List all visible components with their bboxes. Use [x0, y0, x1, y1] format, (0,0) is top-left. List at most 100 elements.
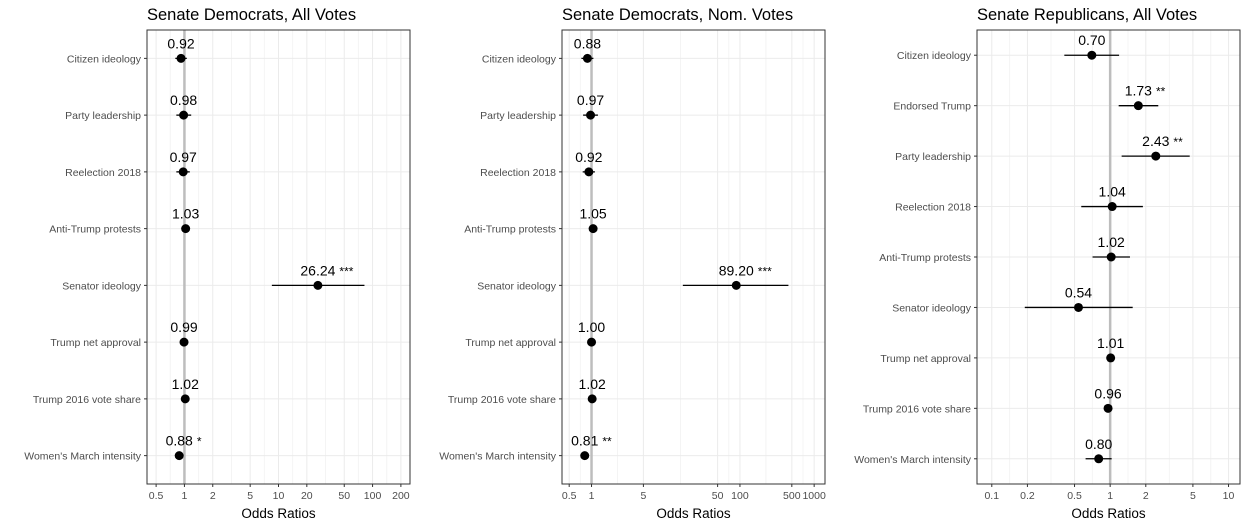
category-label-reelection-2018: Reelection 2018 — [480, 167, 556, 179]
data-label-trump-net-approval: 1.01 — [1097, 335, 1124, 351]
data-label-trump-2016-vote-share: 1.02 — [579, 376, 606, 392]
significance-stars: ** — [602, 435, 612, 449]
data-value: 2.43 — [1142, 133, 1169, 149]
point-party-leadership — [179, 110, 189, 120]
data-value: 0.96 — [1094, 385, 1121, 401]
data-value: 89.20 — [719, 262, 754, 278]
category-label-reelection-2018: Reelection 2018 — [895, 202, 971, 214]
data-label-citizen-ideology: 0.70 — [1078, 32, 1105, 48]
point-senator-ideology — [731, 280, 741, 290]
x-tick-label: 20 — [301, 490, 313, 502]
point-party-leadership — [586, 110, 596, 120]
category-label-trump-2016-vote-share: Trump 2016 vote share — [33, 394, 141, 406]
data-label-women-s-march-intensity: 0.80 — [1085, 436, 1112, 452]
x-tick-label: 100 — [364, 490, 382, 502]
x-tick-label: 500 — [783, 490, 801, 502]
x-tick-label: 1 — [182, 490, 188, 502]
data-label-citizen-ideology: 0.92 — [167, 35, 194, 51]
category-label-trump-2016-vote-share: Trump 2016 vote share — [863, 403, 971, 415]
data-label-party-leadership: 0.98 — [170, 92, 197, 108]
x-tick-label: 1 — [589, 490, 595, 502]
significance-stars: ** — [1173, 135, 1183, 149]
point-trump-net-approval — [179, 337, 189, 347]
data-value: 1.03 — [172, 206, 199, 222]
category-label-senator-ideology: Senator ideology — [62, 280, 142, 292]
point-citizen-ideology — [1087, 50, 1097, 60]
point-reelection-2018 — [178, 167, 188, 177]
data-label-party-leadership: 2.43 ** — [1142, 133, 1183, 149]
x-tick-label: 0.5 — [1067, 490, 1082, 502]
x-tick-label: 10 — [1223, 490, 1235, 502]
data-label-party-leadership: 0.97 — [577, 92, 604, 108]
data-value: 0.88 — [574, 35, 601, 51]
x-tick-label: 0.2 — [1020, 490, 1035, 502]
panel-title: Senate Republicans, All Votes — [977, 6, 1197, 24]
data-value: 26.24 — [300, 262, 335, 278]
point-trump-net-approval — [1106, 353, 1116, 363]
point-anti-trump-protests — [588, 224, 598, 234]
panel-senate-democrats-all-votes: Senate Democrats, All Votes Citizen ideol… — [24, 6, 411, 521]
category-label-citizen-ideology: Citizen ideology — [482, 53, 557, 65]
data-value: 1.00 — [578, 319, 605, 335]
category-label-anti-trump-protests: Anti-Trump protests — [49, 224, 141, 236]
data-label-reelection-2018: 0.97 — [170, 149, 197, 165]
category-label-senator-ideology: Senator ideology — [477, 280, 557, 292]
x-axis-title: Odds Ratios — [1071, 506, 1146, 521]
data-value: 1.05 — [579, 206, 606, 222]
x-tick-label: 50 — [338, 490, 350, 502]
point-party-leadership — [1151, 151, 1161, 161]
data-value: 0.92 — [167, 35, 194, 51]
x-tick-label: 2 — [1143, 490, 1149, 502]
x-tick-label: 5 — [640, 490, 646, 502]
point-women-s-march-intensity — [174, 451, 184, 461]
data-label-trump-net-approval: 0.99 — [170, 319, 197, 335]
data-value: 0.92 — [575, 149, 602, 165]
x-tick-label: 10 — [273, 490, 285, 502]
data-label-senator-ideology: 0.54 — [1065, 284, 1092, 300]
significance-stars: *** — [758, 264, 772, 278]
x-tick-label: 100 — [731, 490, 749, 502]
data-label-trump-2016-vote-share: 0.96 — [1094, 385, 1121, 401]
data-label-senator-ideology: 26.24 *** — [300, 262, 353, 278]
data-label-endorsed-trump: 1.73 ** — [1125, 83, 1166, 99]
panel-title: Senate Democrats, All Votes — [147, 6, 356, 24]
data-label-citizen-ideology: 0.88 — [574, 35, 601, 51]
data-value: 1.04 — [1099, 184, 1126, 200]
data-label-trump-net-approval: 1.00 — [578, 319, 605, 335]
category-label-trump-net-approval: Trump net approval — [465, 337, 556, 349]
x-axis-title: Odds Ratios — [241, 506, 316, 521]
data-value: 0.98 — [170, 92, 197, 108]
point-trump-2016-vote-share — [1103, 403, 1113, 413]
category-label-women-s-march-intensity: Women's March intensity — [439, 451, 557, 463]
x-tick-label: 5 — [247, 490, 253, 502]
x-axis-title: Odds Ratios — [656, 506, 731, 521]
x-tick-label: 1000 — [802, 490, 826, 502]
category-label-citizen-ideology: Citizen ideology — [897, 50, 972, 62]
panel-senate-democrats-nom-votes: Senate Democrats, Nom. Votes Citizen ideo… — [439, 6, 826, 521]
data-label-anti-trump-protests: 1.05 — [579, 206, 606, 222]
category-label-anti-trump-protests: Anti-Trump protests — [464, 224, 556, 236]
data-label-anti-trump-protests: 1.03 — [172, 206, 199, 222]
x-tick-label: 5 — [1190, 490, 1196, 502]
data-value: 0.97 — [170, 149, 197, 165]
significance-stars: *** — [339, 264, 353, 278]
category-label-party-leadership: Party leadership — [895, 151, 971, 163]
x-tick-label: 200 — [392, 490, 410, 502]
x-tick-label: 0.1 — [984, 490, 999, 502]
panel-senate-republicans-all-votes: Senate Republicans, All Votes Citizen ide… — [854, 6, 1241, 521]
point-trump-2016-vote-share — [587, 394, 597, 404]
category-label-party-leadership: Party leadership — [480, 110, 556, 122]
category-label-trump-2016-vote-share: Trump 2016 vote share — [448, 394, 556, 406]
data-value: 1.02 — [172, 376, 199, 392]
x-tick-label: 0.5 — [149, 490, 164, 502]
category-label-women-s-march-intensity: Women's March intensity — [24, 451, 142, 463]
data-value: 0.70 — [1078, 32, 1105, 48]
category-label-women-s-march-intensity: Women's March intensity — [854, 454, 972, 466]
category-label-reelection-2018: Reelection 2018 — [65, 167, 141, 179]
point-citizen-ideology — [582, 53, 592, 63]
category-label-trump-net-approval: Trump net approval — [50, 337, 141, 349]
data-label-reelection-2018: 1.04 — [1099, 184, 1126, 200]
data-label-women-s-march-intensity: 0.81 ** — [571, 433, 612, 449]
data-value: 1.73 — [1125, 83, 1152, 99]
